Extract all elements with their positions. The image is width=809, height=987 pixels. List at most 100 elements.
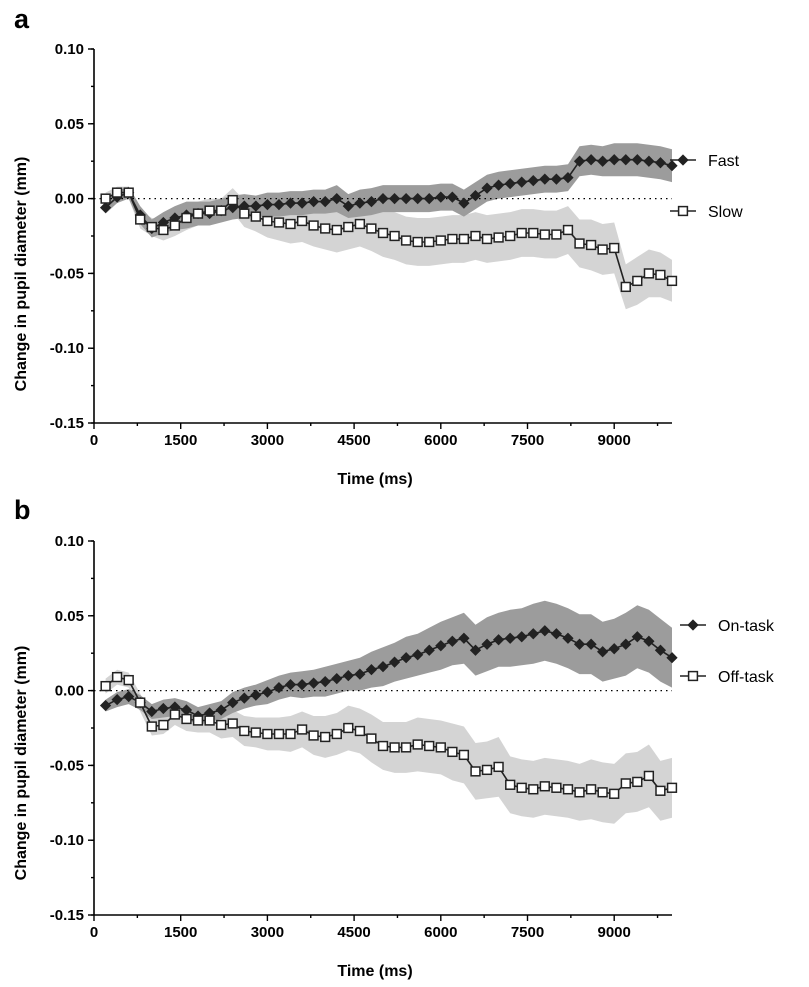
panel-b-series-1-point [273,728,285,740]
panel-a-series-0-point [585,154,597,166]
panel-b-series-1-point [192,715,204,726]
panel-a-series-1-point [528,227,539,239]
panel-a-series-1-point [285,218,296,230]
panel-b-series-0-point [388,656,401,668]
panel-a-series-1-point [343,221,354,233]
panel-a-y-axis-label: Change in pupil diameter (mm) [13,157,30,392]
panel-b-series-0-point [435,640,447,652]
panel-b-series-0-point [492,634,505,646]
panel-a-series-0-point [400,192,412,205]
panel-b-series-0-point [481,638,493,650]
panel-a-series-1-point [100,193,111,204]
panel-a-series-0-point [516,176,528,188]
panel-a-legend-label-0: Fast [708,153,740,170]
panel-b-band-0 [105,600,673,725]
panel-b-y-tick-label: -0.05 [50,757,84,774]
panel-a-series-1-point [262,215,273,227]
panel-b-series-0-point [516,631,528,643]
panel-a-x-tick-label: 0 [90,432,98,449]
panel-b-x-tick-label: 1500 [164,924,197,941]
panel-a-confidence-bands [105,143,673,310]
panel-a-series-1-point [216,205,227,216]
panel-a-series-1-point [239,208,250,219]
panel-b-y-axis-label: Change in pupil diameter (mm) [13,646,30,881]
panel-b-series-0-point [469,644,482,656]
panel-a-series-0-point [458,197,470,209]
panel-a-x-tick-label: 7500 [511,432,544,449]
panel-b-series-0-point [215,704,227,716]
panel-a-series-1-point [620,281,631,293]
panel-a-series-0-point [435,191,447,203]
panel-a-series-1-point [632,275,643,287]
panel-b-series-0-point [666,652,678,664]
panel-a-series-1-point [585,239,597,251]
panel-a-legend-marker-0 [677,154,689,166]
panel-b-series-1-point [262,728,273,740]
panel-b-series-0-point [608,643,620,655]
panel-b-y-tick-label: 0.10 [55,533,84,550]
panel-b-series-0-point [157,702,169,715]
panel-b-series-1-point [481,764,493,776]
panel-a-series-0-point [597,155,609,167]
panel-b-series-1-point [389,742,400,753]
panel-b-series-1-point [366,733,377,744]
panel-a-x-tick-label: 9000 [598,432,631,449]
panel-b-series-0-point [446,635,458,647]
panel-a-series-1-point [227,194,238,206]
panel-a-chart: a -0.15 -0.10 -0.05 0.00 0.05 0.10 0 1500 3000 45… [13,4,743,488]
panel-b-series-1-point [285,728,296,740]
panel-b-series-1-point [239,725,250,737]
panel-a-x-tick-label: 6000 [424,432,457,449]
panel-a-series-0-point [308,195,320,208]
panel-a-series-1-point [192,208,204,219]
panel-a-series-0-point [250,200,262,212]
panel-b-series-1-point [227,718,238,729]
panel-a-series-0-point [492,179,505,191]
panel-a-y-tick-label: 0.00 [55,191,84,208]
panel-a-series-0-point [412,192,424,205]
panel-b-x-tick-label: 0 [90,924,98,941]
panel-b-series-1-point [458,749,470,761]
panel-b-series-1-point [146,721,157,732]
panel-a-series-1-point [296,215,308,227]
panel-b-series-1-point [632,776,643,788]
panel-b-series-1-point [655,785,666,796]
panel-a-series-0-point [354,197,366,209]
panel-b-series-0-point [458,632,470,644]
panel-b-series-1-point [424,740,435,752]
panel-b-series-0-point [562,632,574,644]
panel-a-series-1-point [447,233,458,245]
panel-b-series-1-point [308,730,319,741]
panel-a-series-1-point [470,230,481,242]
panel-a-series-1-point [516,227,527,239]
panel-a-series-0-point [481,182,493,194]
panel-a-series-1-point [250,211,261,222]
panel-b-series-1-point [597,787,608,798]
panel-b-x-axis-label: Time (ms) [337,963,412,980]
panel-a-series-1-point [377,227,389,239]
panel-b-series-1-point [447,746,458,758]
panel-b-series-1-point [516,782,527,793]
panel-a-series-0-point [261,198,274,211]
panel-b-series-1-point [100,680,111,692]
panel-b-series-0-point [123,690,135,703]
panel-b-series-1-point [666,782,678,793]
panel-a-series-0-point [539,173,551,185]
panel-a-legend: Fast Slow [670,153,743,221]
panel-a-series-0-point [423,192,435,205]
panel-b-series-0-point [597,646,609,658]
panel-b-series-0-point [400,652,412,664]
panel-b-series-0-point [423,644,435,656]
panel-a-series-0-point [469,189,482,202]
panel-b-y-tick-label: 0.05 [55,608,84,625]
panel-b-axes: -0.15 -0.10 -0.05 0.00 0.05 0.10 0 1500 3000 4500… [50,533,672,941]
panel-a-series-1-point [320,223,331,234]
panel-b-series-1-point [250,727,261,738]
panel-a-series-0-point [331,192,343,205]
panel-a-series-1-point [597,244,608,255]
panel-b-label: b [14,495,31,525]
panel-a-series-0-point [550,173,563,185]
panel-a-y-tick-label: 0.05 [55,116,84,133]
panel-b-series-0-point [643,635,655,647]
